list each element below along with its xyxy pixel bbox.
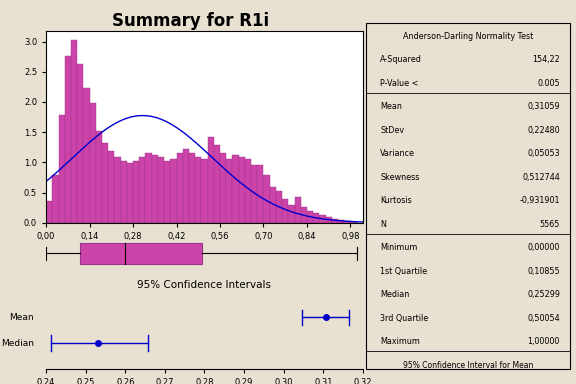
- Bar: [80, 243, 202, 264]
- Bar: [52, 175, 59, 223]
- Text: A-Squared: A-Squared: [380, 55, 422, 64]
- Text: Median: Median: [1, 339, 34, 348]
- Bar: [59, 115, 65, 223]
- Bar: [120, 161, 127, 223]
- Bar: [332, 219, 338, 223]
- Text: 0,10855: 0,10855: [528, 267, 560, 276]
- Bar: [71, 40, 77, 223]
- Text: Anderson-Darling Normality Test: Anderson-Darling Normality Test: [403, 31, 533, 41]
- Text: Kurtosis: Kurtosis: [380, 196, 412, 205]
- Bar: [183, 149, 189, 223]
- Text: 1st Quartile: 1st Quartile: [380, 267, 427, 276]
- Bar: [251, 165, 257, 223]
- Bar: [257, 165, 263, 223]
- Text: 0,50054: 0,50054: [528, 314, 560, 323]
- Text: Mean: Mean: [10, 313, 34, 322]
- Text: Skewness: Skewness: [380, 173, 419, 182]
- Text: Summary for R1i: Summary for R1i: [112, 12, 268, 30]
- Bar: [146, 153, 151, 223]
- Bar: [344, 221, 350, 223]
- Bar: [102, 143, 108, 223]
- Text: 0,05053: 0,05053: [528, 149, 560, 158]
- Text: N: N: [380, 220, 386, 229]
- Bar: [170, 159, 176, 223]
- Text: Mean: Mean: [380, 102, 402, 111]
- Bar: [276, 191, 282, 223]
- Bar: [220, 153, 226, 223]
- Text: 1,00000: 1,00000: [528, 337, 560, 346]
- Text: 0,31059: 0,31059: [528, 102, 560, 111]
- Text: P-Value <: P-Value <: [380, 79, 418, 88]
- Text: 95% Confidence Interval for Mean: 95% Confidence Interval for Mean: [403, 361, 533, 370]
- Text: 0.005: 0.005: [537, 79, 560, 88]
- Text: Variance: Variance: [380, 149, 415, 158]
- Bar: [226, 159, 233, 223]
- Bar: [282, 199, 289, 223]
- Bar: [189, 153, 195, 223]
- Bar: [238, 157, 245, 223]
- Bar: [294, 197, 301, 223]
- Text: Minimum: Minimum: [380, 243, 418, 252]
- Bar: [115, 157, 120, 223]
- Bar: [89, 103, 96, 223]
- Bar: [151, 155, 158, 223]
- Bar: [320, 215, 325, 223]
- Bar: [133, 161, 139, 223]
- Bar: [65, 56, 71, 223]
- Text: 0,22480: 0,22480: [528, 126, 560, 135]
- Text: Median: Median: [380, 290, 410, 299]
- Bar: [195, 157, 202, 223]
- Bar: [214, 145, 220, 223]
- Bar: [77, 64, 84, 223]
- Bar: [325, 217, 332, 223]
- Bar: [96, 131, 102, 223]
- Bar: [202, 159, 207, 223]
- Bar: [338, 220, 344, 223]
- Bar: [176, 153, 183, 223]
- Bar: [127, 163, 133, 223]
- Text: StDev: StDev: [380, 126, 404, 135]
- Bar: [313, 213, 320, 223]
- Bar: [263, 175, 270, 223]
- Text: 5565: 5565: [540, 220, 560, 229]
- Text: 0,25299: 0,25299: [527, 290, 560, 299]
- Text: 0,00000: 0,00000: [528, 243, 560, 252]
- Bar: [207, 137, 214, 223]
- Bar: [301, 207, 307, 223]
- Text: 3rd Quartile: 3rd Quartile: [380, 314, 429, 323]
- Bar: [164, 161, 170, 223]
- Bar: [245, 159, 251, 223]
- Text: -0,931901: -0,931901: [520, 196, 560, 205]
- Bar: [289, 205, 294, 223]
- Bar: [46, 201, 52, 223]
- Title: 95% Confidence Intervals: 95% Confidence Intervals: [138, 280, 271, 290]
- Bar: [84, 88, 89, 223]
- Bar: [350, 222, 357, 223]
- Bar: [108, 151, 115, 223]
- Bar: [233, 155, 238, 223]
- Text: 154,22: 154,22: [532, 55, 560, 64]
- Text: 0,512744: 0,512744: [522, 173, 560, 182]
- Bar: [307, 211, 313, 223]
- Text: Maximum: Maximum: [380, 337, 420, 346]
- Bar: [158, 157, 164, 223]
- Bar: [270, 187, 276, 223]
- Bar: [139, 157, 146, 223]
